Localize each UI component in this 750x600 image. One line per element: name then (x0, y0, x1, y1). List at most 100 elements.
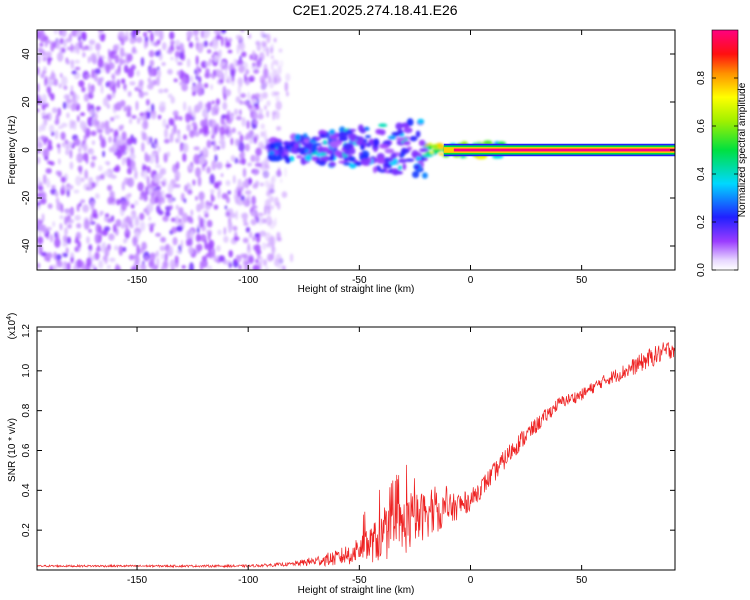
heatmap-cell (402, 123, 410, 129)
heatmap-cell (241, 51, 247, 58)
heatmap-cell (141, 142, 145, 152)
heatmap-cell (42, 70, 47, 74)
heatmap-cell (244, 135, 250, 141)
heatmap-cell (108, 146, 115, 153)
heatmap-cell (44, 77, 47, 87)
snr-panel: -150 -100 -50 0 50 0.2 0.4 0.6 0.8 1.0 1.2 Height… (6, 313, 676, 596)
heatmap-cell (129, 153, 136, 160)
heatmap-cell (251, 65, 258, 70)
heatmap-cell (255, 147, 262, 157)
heatmap-cell (197, 176, 202, 187)
heatmap-cell (96, 50, 100, 57)
heatmap-cell (220, 173, 224, 178)
heatmap-cell (45, 167, 52, 174)
heatmap-cell (67, 223, 72, 229)
heatmap-cell (121, 181, 126, 191)
heatmap-cell (108, 136, 113, 144)
heatmap-cell (48, 88, 52, 97)
heatmap-cell (73, 121, 77, 131)
heatmap-cell (120, 124, 124, 130)
heatmap-cell (296, 147, 306, 153)
heatmap-cell (365, 134, 371, 139)
heatmap-cell (252, 110, 258, 121)
heatmap-cell (259, 182, 264, 187)
heatmap-cell (64, 227, 68, 236)
heatmap-cell (121, 131, 127, 142)
heatmap-cell (349, 162, 357, 169)
heatmap-cell (65, 148, 70, 156)
heatmap-cell (130, 64, 136, 71)
heatmap-cell (170, 43, 174, 51)
heatmap-cell (119, 57, 123, 66)
heatmap-cell (182, 101, 187, 111)
heatmap-cell (245, 226, 251, 233)
heatmap-cell (199, 155, 206, 165)
heatmap-cell (193, 146, 200, 151)
heatmap-cell (215, 98, 220, 106)
heatmap-cell (322, 139, 328, 145)
heatmap-cell (250, 218, 257, 226)
heatmap-cell (273, 141, 283, 147)
heatmap-cell (175, 215, 180, 225)
heatmap-cell (94, 233, 101, 244)
heatmap-cell (176, 132, 181, 144)
heatmap-cell (198, 68, 202, 73)
heatmap-cell (52, 264, 58, 270)
heatmap-cell (95, 106, 101, 111)
heatmap-cell (50, 92, 55, 101)
spectrogram-x-tick-label: -150 (127, 275, 147, 286)
heatmap-cell (178, 42, 185, 53)
heatmap-cell (255, 40, 261, 46)
heatmap-cell (260, 123, 265, 130)
heatmap-cell (131, 115, 137, 119)
heatmap-cell (406, 118, 414, 127)
heatmap-cell (293, 142, 300, 149)
heatmap-cell (396, 137, 406, 142)
heatmap-cell (149, 136, 153, 144)
heatmap-cell (213, 54, 218, 63)
heatmap-cell (277, 264, 283, 270)
heatmap-cell (61, 142, 65, 148)
snr-x-tick-label: 0 (468, 575, 474, 586)
heatmap-cell (279, 59, 284, 68)
heatmap-cell (413, 164, 421, 170)
heatmap-cell (56, 260, 63, 268)
heatmap-cell (431, 145, 440, 148)
heatmap-cell (311, 156, 319, 162)
heatmap-cell (70, 64, 75, 70)
heatmap-cell (233, 58, 237, 67)
heatmap-cell (415, 130, 421, 138)
heatmap-cell (112, 44, 119, 53)
heatmap-cell (188, 246, 194, 255)
heatmap-cell (139, 212, 145, 221)
heatmap-cell (98, 259, 104, 269)
heatmap-cell (176, 70, 181, 76)
heatmap-cell (188, 41, 194, 49)
heatmap-cell (114, 139, 121, 146)
heatmap-cell (40, 123, 46, 131)
heatmap-cell (203, 40, 208, 47)
heatmap-cell (77, 165, 83, 173)
heatmap-cell (243, 73, 247, 83)
heatmap-cell (115, 101, 123, 111)
heatmap-cell (55, 39, 61, 50)
heatmap-cell (205, 61, 212, 67)
heatmap-cell (62, 252, 68, 258)
heatmap-cell (411, 150, 419, 158)
steady-tone-line (443, 143, 675, 157)
heatmap-cell (230, 69, 236, 78)
heatmap-cell (95, 178, 99, 187)
colorbar-gradient (712, 30, 738, 270)
heatmap-cell (241, 181, 246, 189)
heatmap-cell (237, 84, 242, 95)
heatmap-cell (74, 66, 81, 71)
heatmap-cell (270, 46, 274, 54)
heatmap-cell (403, 140, 411, 146)
heatmap-cell (89, 149, 94, 156)
heatmap-cell (257, 113, 264, 120)
heatmap-cell (104, 226, 111, 232)
heatmap-cell (116, 79, 121, 89)
heatmap-cell (126, 167, 132, 175)
heatmap-cell (360, 144, 365, 151)
